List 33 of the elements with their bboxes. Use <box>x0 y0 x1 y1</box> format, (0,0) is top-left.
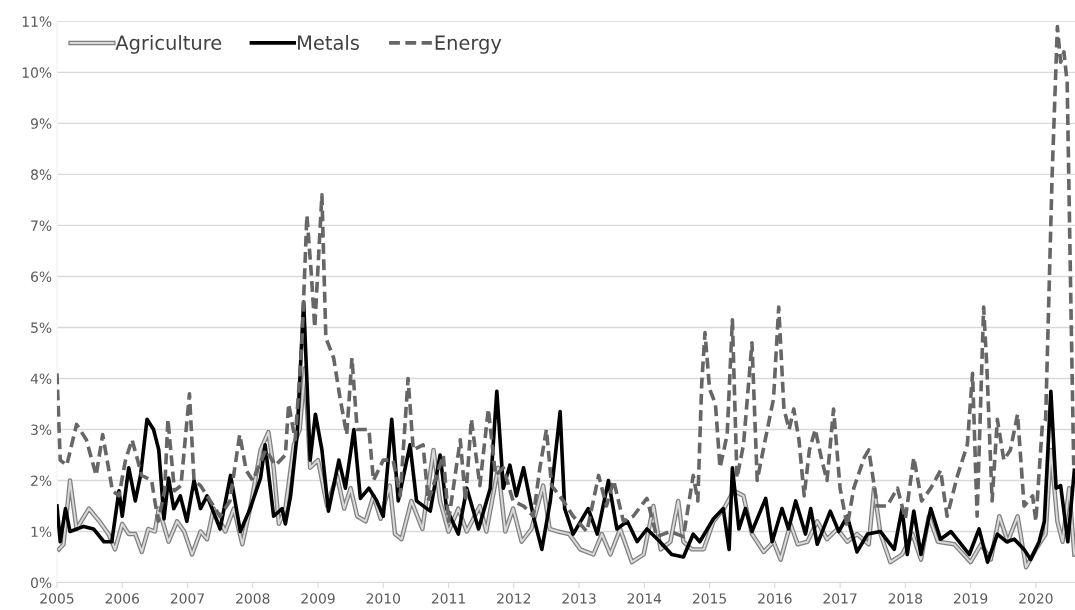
y-tick-label: 1% <box>31 526 52 538</box>
x-tick-label: 2018 <box>888 593 923 604</box>
x-tick-label: 2012 <box>497 593 531 604</box>
x-tick-label: 2011 <box>431 593 465 604</box>
x-tick-label: 2015 <box>692 593 727 604</box>
y-tick-label: 2% <box>31 475 52 486</box>
x-tick-label: 2007 <box>170 593 204 604</box>
x-tick-label: 2005 <box>40 593 74 604</box>
legend-label: Metals <box>298 34 359 51</box>
y-tick-label: 9% <box>30 118 52 129</box>
y-tick-label: 10% <box>22 67 52 78</box>
y-tick-label: 7% <box>31 220 52 231</box>
y-tick-label: 8% <box>31 169 52 180</box>
x-tick-label: 2009 <box>301 593 335 604</box>
y-tick-label: 5% <box>31 322 52 333</box>
legend-label: Agriculture <box>115 34 222 54</box>
y-tick-label: 0% <box>31 577 52 589</box>
x-tick-label: 2016 <box>758 593 792 604</box>
legend-label: Energy <box>435 35 502 54</box>
y-tick-label: 6% <box>31 271 52 282</box>
y-tick-label: 3% <box>31 424 52 435</box>
line-series <box>56 300 1075 564</box>
x-tick-label: 2010 <box>366 593 401 604</box>
y-tick-label: 11% <box>22 16 52 27</box>
line-series <box>56 24 1075 539</box>
x-tick-label: 2020 <box>1019 593 1053 604</box>
x-tick-label: 2019 <box>953 593 988 604</box>
x-tick-label: 2013 <box>562 593 596 604</box>
y-tick-label: 4% <box>30 373 52 384</box>
x-tick-label: 2017 <box>823 593 857 604</box>
x-tick-label: 2006 <box>105 593 140 604</box>
x-tick-label: 2014 <box>627 593 662 604</box>
x-tick-label: 2008 <box>236 593 270 604</box>
